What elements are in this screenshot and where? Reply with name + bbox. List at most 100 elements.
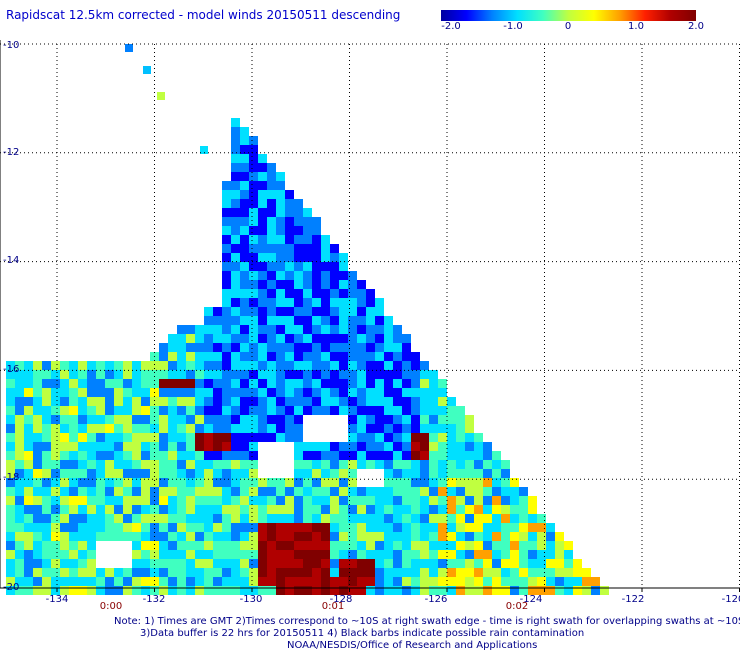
data-cell — [366, 586, 375, 595]
data-cell — [231, 199, 240, 208]
data-cell — [357, 298, 366, 307]
data-cell — [51, 577, 60, 586]
data-cell — [429, 370, 438, 379]
data-cell — [231, 136, 240, 145]
data-cell — [411, 406, 420, 415]
data-cell — [456, 496, 465, 505]
data-cell — [87, 550, 96, 559]
data-cell — [240, 280, 249, 289]
data-cell — [267, 568, 276, 577]
data-cell — [348, 505, 357, 514]
data-cell — [447, 496, 456, 505]
data-cell — [465, 541, 474, 550]
data-cell — [384, 370, 393, 379]
data-cell — [168, 415, 177, 424]
data-cell — [24, 424, 33, 433]
data-cell — [213, 379, 222, 388]
data-cell — [312, 325, 321, 334]
data-cell — [51, 424, 60, 433]
data-cell — [303, 388, 312, 397]
data-cell — [249, 388, 258, 397]
data-cell — [321, 379, 330, 388]
data-cell — [69, 442, 78, 451]
data-cell — [195, 379, 204, 388]
data-cell — [249, 163, 258, 172]
data-cell — [402, 550, 411, 559]
data-cell — [213, 352, 222, 361]
data-cell — [393, 577, 402, 586]
data-cell — [402, 379, 411, 388]
data-cell — [438, 559, 447, 568]
data-cell — [348, 298, 357, 307]
data-cell — [231, 586, 240, 595]
data-cell — [465, 469, 474, 478]
data-cell — [105, 577, 114, 586]
data-cell — [285, 280, 294, 289]
data-cell — [141, 433, 150, 442]
data-cell — [123, 451, 132, 460]
data-cell — [24, 442, 33, 451]
data-cell — [510, 577, 519, 586]
data-cell — [159, 379, 168, 388]
data-cell — [501, 586, 510, 595]
data-cell — [249, 343, 258, 352]
data-cell — [375, 505, 384, 514]
data-cell — [204, 424, 213, 433]
data-cell — [114, 415, 123, 424]
data-cell — [510, 496, 519, 505]
data-cell — [267, 334, 276, 343]
data-cell — [483, 451, 492, 460]
data-cell — [186, 415, 195, 424]
data-cell — [168, 586, 177, 595]
data-cell — [375, 541, 384, 550]
data-cell — [33, 379, 42, 388]
data-cell — [375, 325, 384, 334]
data-cell — [186, 361, 195, 370]
data-cell — [6, 406, 15, 415]
data-cell — [114, 577, 123, 586]
data-cell — [276, 280, 285, 289]
data-cell — [501, 496, 510, 505]
data-cell — [60, 568, 69, 577]
data-cell — [438, 451, 447, 460]
data-cell — [303, 451, 312, 460]
data-cell — [222, 397, 231, 406]
data-cell — [222, 208, 231, 217]
data-cell — [384, 460, 393, 469]
data-cell — [285, 262, 294, 271]
data-cell — [438, 415, 447, 424]
data-cell — [114, 379, 123, 388]
data-cell — [78, 478, 87, 487]
data-cell — [114, 496, 123, 505]
data-cell — [105, 442, 114, 451]
data-cell — [348, 541, 357, 550]
longitude-label: -134 — [46, 594, 69, 605]
data-cell — [357, 316, 366, 325]
data-cell — [465, 532, 474, 541]
data-cell — [348, 289, 357, 298]
data-cell — [33, 442, 42, 451]
data-cell — [321, 370, 330, 379]
data-cell — [222, 433, 231, 442]
data-cell — [132, 424, 141, 433]
data-cell — [195, 496, 204, 505]
data-cell — [411, 379, 420, 388]
data-cell — [231, 181, 240, 190]
data-cell — [240, 424, 249, 433]
data-cell — [429, 505, 438, 514]
data-cell — [240, 199, 249, 208]
data-cell — [357, 505, 366, 514]
data-cell — [258, 550, 267, 559]
data-cell — [357, 280, 366, 289]
data-cell — [456, 442, 465, 451]
data-cell — [339, 289, 348, 298]
data-cell — [204, 469, 213, 478]
data-cell — [402, 541, 411, 550]
data-cell — [159, 424, 168, 433]
data-cell — [78, 505, 87, 514]
data-cell — [366, 451, 375, 460]
data-cell — [357, 334, 366, 343]
data-cell — [60, 532, 69, 541]
data-cell — [474, 460, 483, 469]
data-cell — [186, 406, 195, 415]
